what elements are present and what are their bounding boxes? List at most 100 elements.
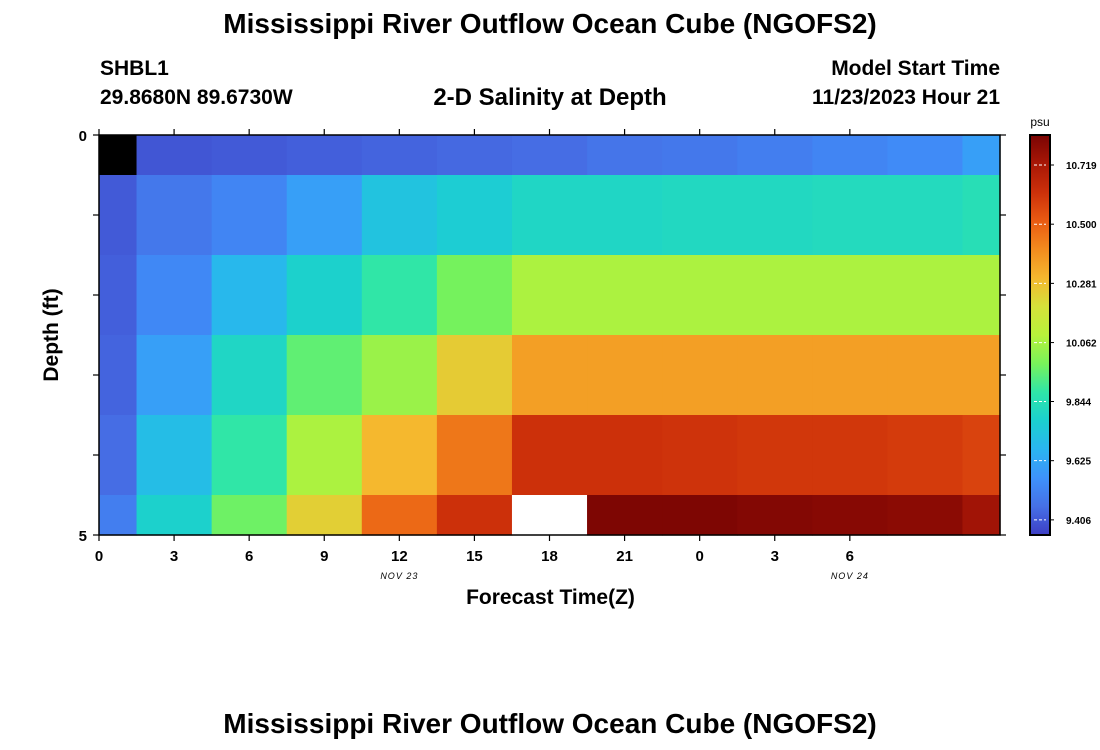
- colorbar-unit: psu: [1030, 115, 1049, 129]
- heatmap-cell: [211, 255, 288, 336]
- x-tick-label: 0: [695, 548, 703, 565]
- heatmap-cell: [962, 135, 1001, 176]
- heatmap-cell: [962, 255, 1001, 336]
- heatmap-cell: [812, 335, 888, 416]
- heatmap-cell: [511, 255, 588, 336]
- heatmap-cell: [136, 135, 213, 176]
- heatmap-cell: [662, 415, 738, 496]
- heatmap-cell: [286, 335, 363, 416]
- heatmap-cell: [136, 255, 213, 336]
- heatmap-cell: [962, 415, 1001, 496]
- heatmap-cell: [662, 135, 738, 176]
- heatmap-cell: [436, 335, 513, 416]
- heatmap-cell: [887, 415, 964, 496]
- heatmap-cell: [812, 415, 888, 496]
- heatmap-cell: [511, 175, 588, 256]
- heatmap-cell: [812, 175, 888, 256]
- heatmap-cell: [211, 335, 288, 416]
- x-tick-label: 9: [320, 548, 328, 565]
- heatmap-cell: [136, 495, 213, 536]
- heatmap-cell: [511, 495, 588, 536]
- colorbar-gradient: [1029, 134, 1051, 536]
- heatmap-cell: [511, 135, 588, 176]
- heatmap-cell: [136, 415, 213, 496]
- heatmap-cell: [887, 175, 964, 256]
- heatmap-cell: [812, 135, 888, 176]
- x-tick-label: 15: [466, 548, 483, 565]
- chart-title-repeat: Mississippi River Outflow Ocean Cube (NG…: [223, 708, 877, 739]
- heatmap-cell: [286, 255, 363, 336]
- heatmap-cell: [887, 495, 964, 536]
- heatmap-cell: [737, 335, 813, 416]
- heatmap-cell: [662, 335, 738, 416]
- heatmap-cell: [587, 175, 663, 256]
- heatmap-cells: [99, 135, 1001, 536]
- heatmap-cell: [99, 255, 138, 336]
- heatmap-cell: [511, 415, 588, 496]
- heatmap-cell: [361, 175, 438, 256]
- heatmap-cell: [737, 255, 813, 336]
- heatmap-cell: [662, 255, 738, 336]
- y-tick-label: 5: [79, 528, 87, 545]
- heatmap-cell: [662, 175, 738, 256]
- heatmap-cell: [286, 135, 363, 176]
- x-tick-label: 3: [771, 548, 779, 565]
- colorbar-tick-label: 10.719: [1066, 161, 1097, 172]
- heatmap-cell: [812, 255, 888, 336]
- heatmap-cell: [99, 415, 138, 496]
- heatmap-cell: [737, 415, 813, 496]
- heatmap-cell: [887, 335, 964, 416]
- station-name: SHBL1: [100, 57, 169, 80]
- colorbar-tick-label: 9.406: [1066, 516, 1091, 527]
- heatmap-cell: [361, 415, 438, 496]
- heatmap-cell: [662, 495, 738, 536]
- heatmap-cell: [737, 175, 813, 256]
- x-tick-label: 12: [391, 548, 408, 565]
- heatmap-cell: [962, 335, 1001, 416]
- x-tick-label: 6: [245, 548, 253, 565]
- y-tick-label: 0: [79, 128, 87, 145]
- heatmap-cell: [99, 335, 138, 416]
- colorbar-tick-label: 9.844: [1066, 397, 1091, 408]
- heatmap-cell: [436, 135, 513, 176]
- colorbar-tick-label: 10.281: [1066, 279, 1097, 290]
- heatmap-cell: [962, 175, 1001, 256]
- heatmap-cell: [887, 255, 964, 336]
- heatmap-cell: [887, 135, 964, 176]
- heatmap-cell: [361, 335, 438, 416]
- heatmap-cell: [436, 255, 513, 336]
- heatmap-cell: [436, 415, 513, 496]
- heatmap-cell: [286, 495, 363, 536]
- x-tick-label: 3: [170, 548, 178, 565]
- heatmap-cell: [962, 495, 1001, 536]
- heatmap-cell: [211, 175, 288, 256]
- model-start-value: 11/23/2023 Hour 21: [812, 86, 1000, 109]
- heatmap-cell: [737, 135, 813, 176]
- heatmap-cell: [587, 415, 663, 496]
- heatmap-cell: [361, 495, 438, 536]
- chart-title: Mississippi River Outflow Ocean Cube (NG…: [223, 8, 877, 39]
- heatmap-cell: [737, 495, 813, 536]
- heatmap-cell: [286, 175, 363, 256]
- x-tick-label: 0: [95, 548, 103, 565]
- heatmap-cell: [211, 495, 288, 536]
- heatmap-cell: [136, 335, 213, 416]
- colorbar: psu 10.719 10.500 10.281 10.062 9.844 9.625 9.4…: [1029, 115, 1097, 536]
- colorbar-tick-label: 9.625: [1066, 457, 1091, 468]
- heatmap-cell: [436, 495, 513, 536]
- heatmap-cell: [587, 495, 663, 536]
- heatmap-cell: [361, 135, 438, 176]
- colorbar-tick-label: 10.500: [1066, 220, 1097, 231]
- heatmap-cell: [99, 175, 138, 256]
- heatmap-cell: [587, 335, 663, 416]
- heatmap-cell: [587, 255, 663, 336]
- heatmap-cell: [99, 135, 138, 176]
- heatmap-cell: [211, 135, 288, 176]
- y-axis-label: Depth (ft): [40, 288, 63, 381]
- heatmap-cell: [211, 415, 288, 496]
- heatmap-cell: [812, 495, 888, 536]
- heatmap-cell: [436, 175, 513, 256]
- x-axis-label: Forecast Time(Z): [466, 586, 635, 609]
- heatmap-cell: [587, 135, 663, 176]
